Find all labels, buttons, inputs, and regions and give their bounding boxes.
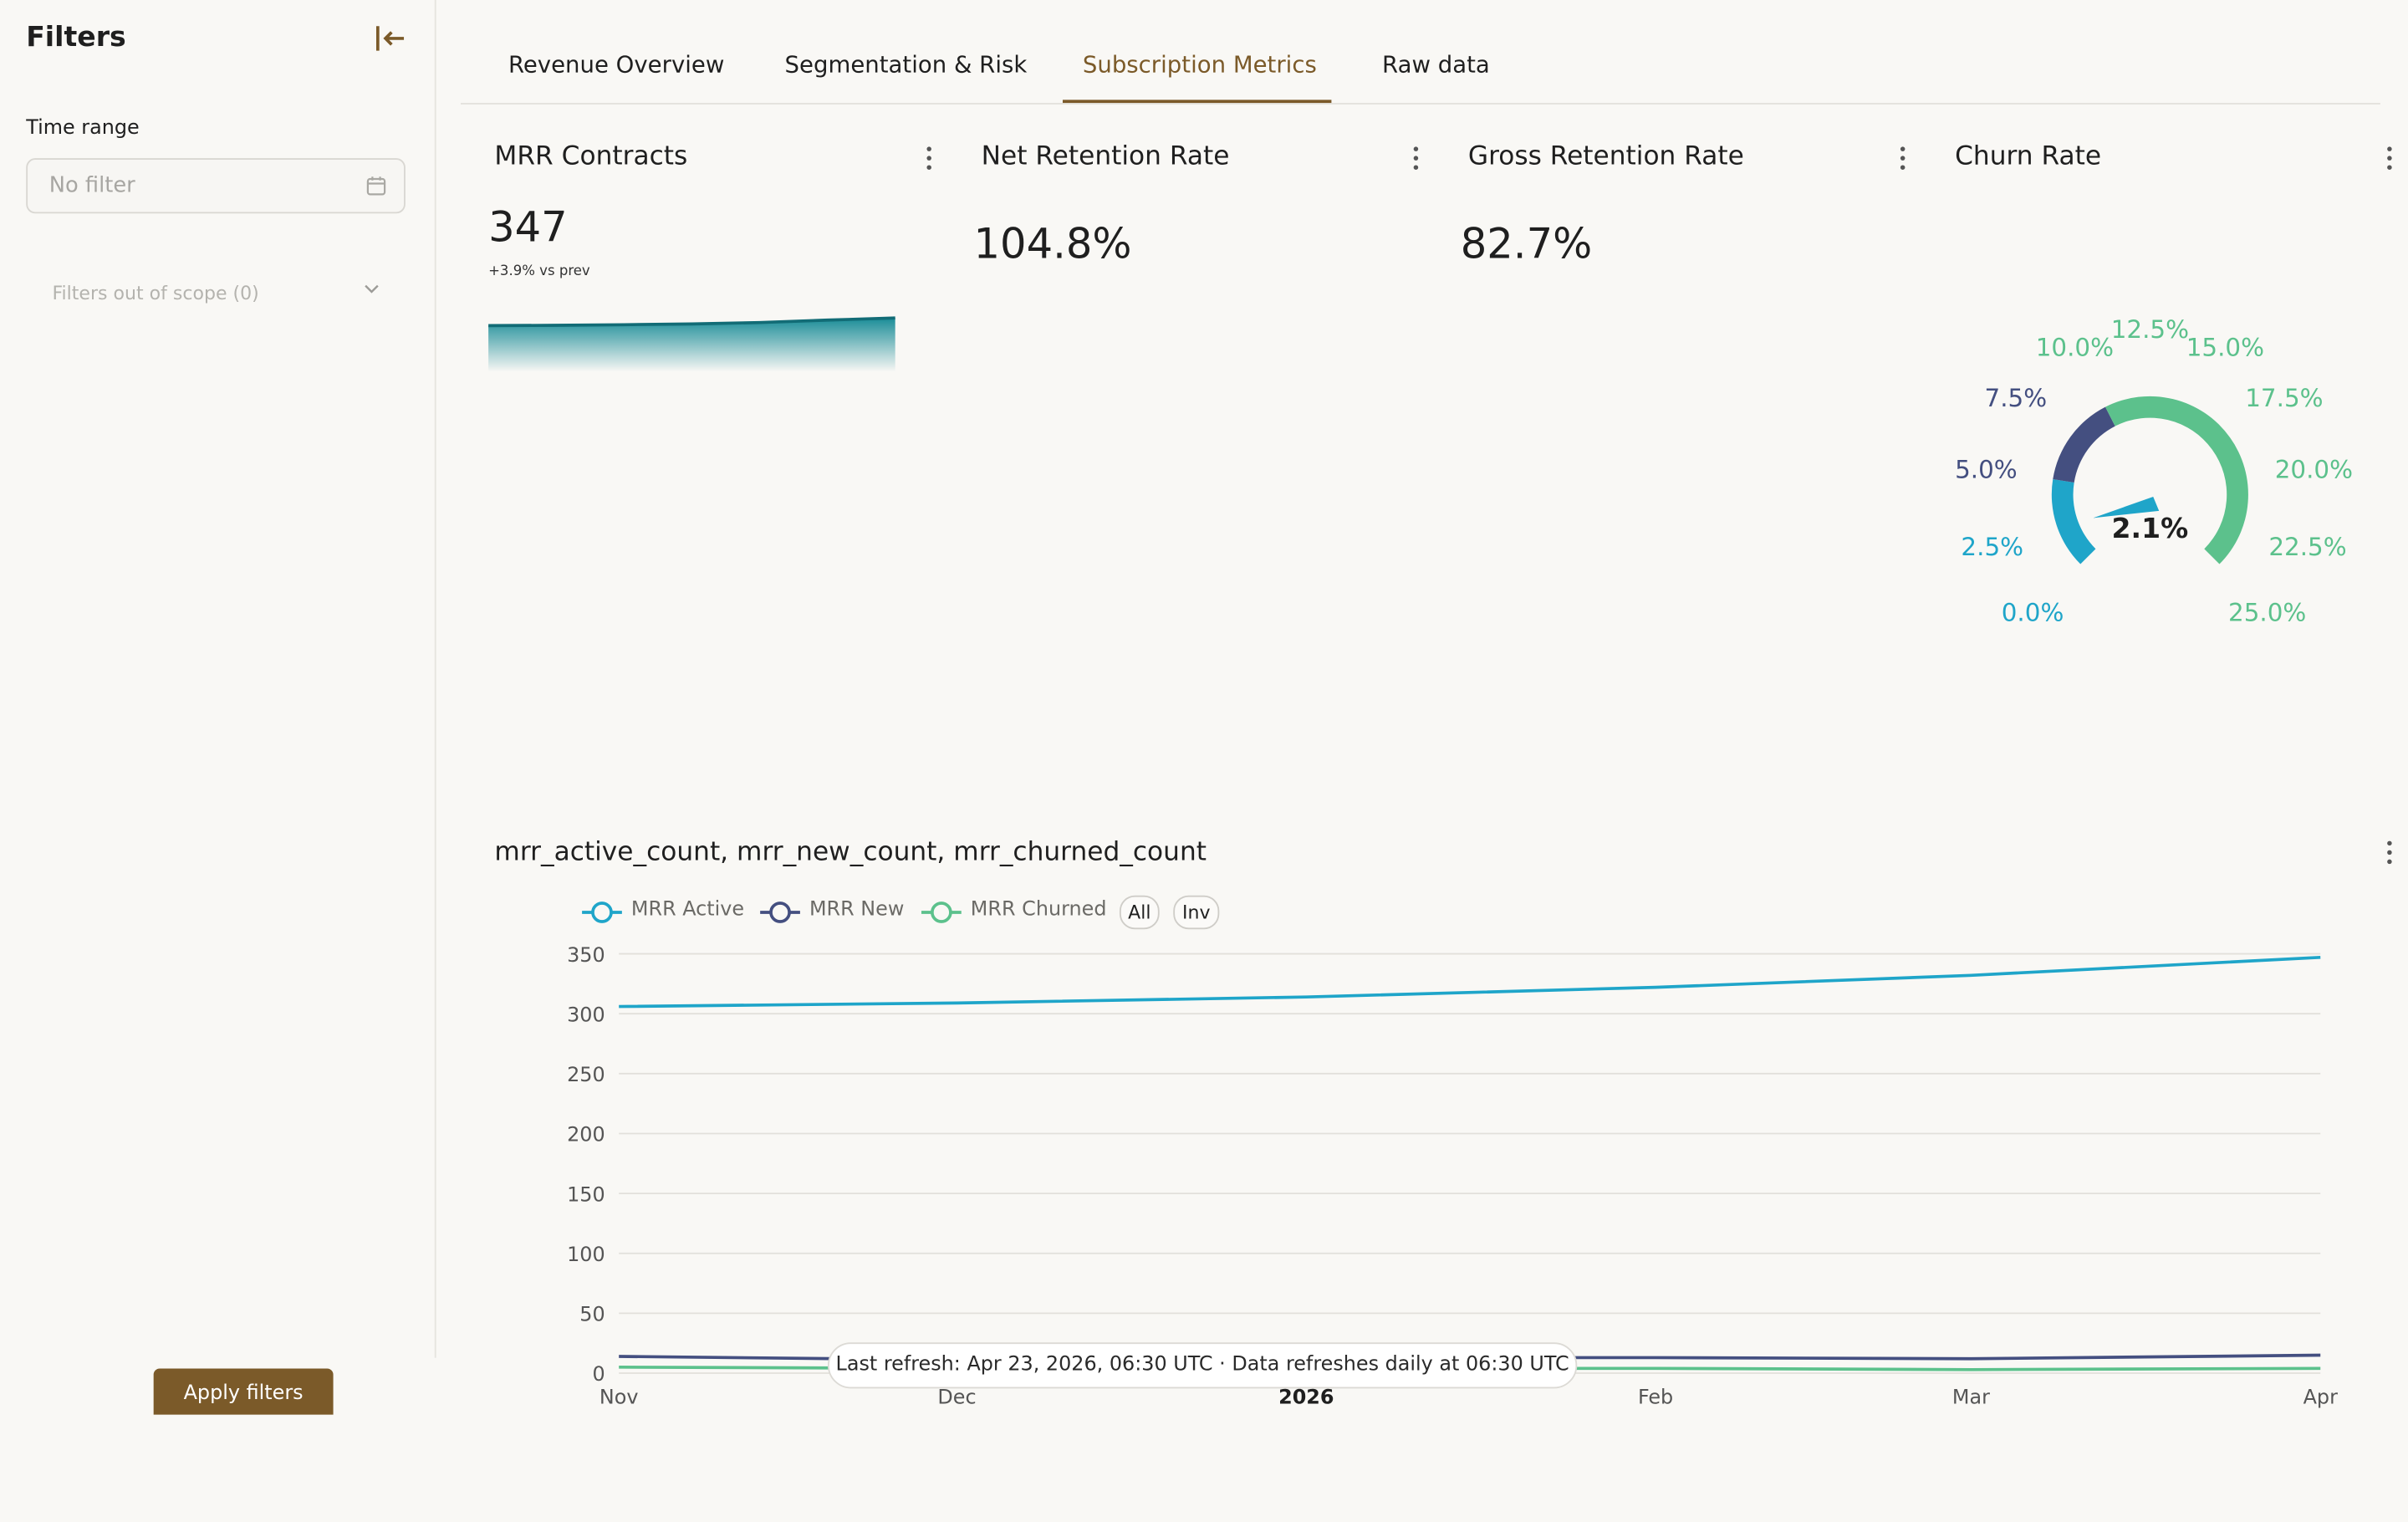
gross-retention-menu-icon[interactable]: [1898, 145, 1907, 172]
apply-filters-button[interactable]: Apply filters: [153, 1368, 334, 1415]
gauge-tick-label: 2.5%: [1961, 533, 2023, 561]
net-retention-menu-icon[interactable]: [1411, 145, 1421, 172]
sparkline-line: [488, 316, 895, 328]
legend-marker-churned-icon: [921, 901, 962, 923]
gauge-band-2: [2105, 396, 2248, 564]
tab-raw-data[interactable]: Raw data: [1382, 50, 1490, 79]
legend-invert-button[interactable]: Inv: [1173, 895, 1220, 930]
legend-label: MRR Churned: [970, 898, 1107, 922]
tab-subscription-metrics[interactable]: Subscription Metrics: [1082, 50, 1317, 79]
time-range-label: Time range: [26, 116, 140, 140]
calendar-icon: [366, 176, 386, 196]
churn-rate-title: Churn Rate: [1955, 140, 2102, 172]
mrr-contracts-menu-icon[interactable]: [925, 145, 934, 172]
x-tick-label: Apr: [2303, 1386, 2338, 1409]
gauge-tick-label: 5.0%: [1955, 455, 2018, 483]
y-tick-label: 300: [567, 1003, 605, 1026]
series-line-mrr-active: [619, 955, 2321, 1009]
filters-sidebar: Filters Time range No filter Filters out…: [0, 0, 436, 1358]
x-tick-label: Mar: [1952, 1386, 1990, 1409]
gauge-tick-label: 17.5%: [2245, 384, 2323, 412]
filters-title: Filters: [26, 21, 126, 54]
net-retention-title: Net Retention Rate: [981, 140, 1230, 172]
x-tick-label: Nov: [599, 1386, 639, 1409]
gauge-tick-label: 20.0%: [2275, 455, 2353, 483]
chevron-down-icon: [365, 284, 379, 294]
line-chart-menu-icon[interactable]: [2385, 839, 2394, 866]
line-chart: 0 50 100 150 200 250 300 350 Nov Dec 2026 Feb Mar Apr: [567, 943, 2338, 1409]
gauge-band-1: [2053, 406, 2115, 483]
legend-select-all-button[interactable]: All: [1119, 895, 1160, 930]
legend-label: MRR New: [809, 898, 905, 922]
last-refresh-banner: Last refresh: Apr 23, 2026, 06:30 UTC · …: [827, 1342, 1578, 1389]
net-retention-value: 104.8%: [973, 221, 1132, 269]
x-tick-label: Dec: [937, 1386, 976, 1409]
y-tick-label: 350: [567, 943, 605, 967]
churn-rate-menu-icon[interactable]: [2385, 145, 2394, 172]
mrr-contracts-value: 347: [488, 204, 568, 253]
sparkline-area: [488, 318, 895, 372]
churn-rate-gauge: 0.0% 2.5% 5.0% 7.5% 10.0%12.5%15.0% 17.5% 20.0…: [1955, 315, 2353, 627]
legend-marker-active-icon: [582, 901, 622, 923]
x-tick-label: Feb: [1638, 1386, 1673, 1409]
dashboard-tabs: Revenue Overview Segmentation & Risk Sub…: [461, 0, 2380, 105]
legend-item-mrr-active[interactable]: MRR Active: [580, 896, 744, 929]
legend-marker-new-icon: [760, 901, 800, 923]
x-tick-label: 2026: [1278, 1386, 1334, 1409]
filters-out-of-scope-toggle[interactable]: Filters out of scope (0): [52, 277, 380, 304]
gross-retention-value: 82.7%: [1460, 221, 1593, 269]
gauge-tick-label: 22.5%: [2268, 533, 2346, 561]
collapse-sidebar-icon[interactable]: [373, 22, 406, 55]
gauge-band-0: [2051, 479, 2096, 564]
legend-label: MRR Active: [630, 898, 745, 922]
y-tick-label: 200: [567, 1123, 605, 1147]
gauge-tick-label: 10.0%: [2036, 334, 2114, 362]
gauge-tick-label: 25.0%: [2228, 599, 2306, 627]
gross-retention-title: Gross Retention Rate: [1467, 140, 1744, 172]
mrr-contracts-sparkline: [488, 316, 895, 372]
active-tab-indicator: [1062, 100, 1332, 104]
legend-item-mrr-churned[interactable]: MRR Churned: [920, 896, 1106, 929]
y-tick-label: 100: [567, 1243, 605, 1266]
mrr-contracts-title: MRR Contracts: [494, 140, 688, 172]
y-tick-label: 150: [567, 1182, 605, 1206]
tab-segmentation-risk[interactable]: Segmentation & Risk: [784, 50, 1028, 79]
legend-item-mrr-new[interactable]: MRR New: [758, 896, 904, 929]
y-tick-label: 250: [567, 1063, 605, 1086]
gauge-tick-label: 12.5%: [2111, 315, 2189, 344]
y-tick-label: 50: [579, 1303, 605, 1326]
gauge-pointer-icon: [2093, 496, 2160, 518]
tab-revenue-overview[interactable]: Revenue Overview: [508, 50, 725, 79]
gauge-tick-label: 15.0%: [2186, 334, 2264, 362]
time-range-input[interactable]: No filter: [26, 158, 406, 214]
time-range-placeholder: No filter: [48, 173, 135, 198]
line-chart-title: mrr_active_count, mrr_new_count, mrr_chu…: [494, 837, 1207, 868]
gauge-tick-label: 0.0%: [2002, 599, 2064, 627]
y-tick-label: 0: [592, 1362, 605, 1386]
churn-rate-value: 2.1%: [2112, 512, 2189, 544]
filters-out-of-scope-label: Filters out of scope (0): [52, 282, 259, 304]
gauge-tick-label: 7.5%: [1985, 384, 2048, 412]
mrr-contracts-delta: +3.9% vs prev: [488, 263, 590, 280]
